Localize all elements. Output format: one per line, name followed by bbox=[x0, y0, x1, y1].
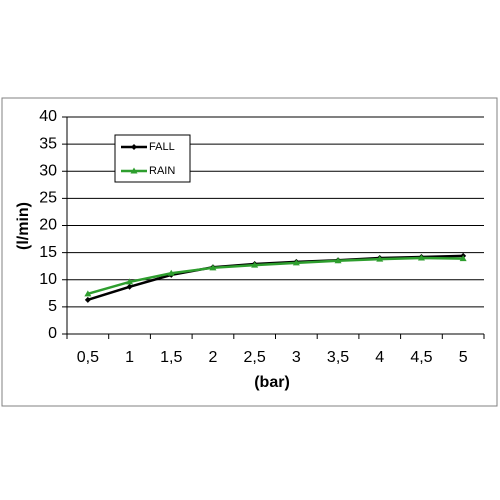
y-axis-label: (l/min) bbox=[15, 202, 32, 250]
x-tick-label: 4,5 bbox=[410, 349, 432, 366]
y-tick-label: 10 bbox=[39, 271, 57, 288]
x-tick-label: 3,5 bbox=[327, 349, 349, 366]
data-point bbox=[84, 290, 92, 297]
data-point bbox=[131, 144, 137, 150]
y-tick-label: 40 bbox=[39, 108, 57, 125]
data-point bbox=[130, 167, 138, 174]
data-point bbox=[251, 261, 259, 268]
y-tick-label: 30 bbox=[39, 162, 57, 179]
legend-label: FALL bbox=[149, 141, 175, 153]
x-tick-label: 1 bbox=[125, 349, 134, 366]
x-tick-label: 0,5 bbox=[77, 349, 99, 366]
y-tick-label: 5 bbox=[48, 298, 57, 315]
x-tick-label: 1,5 bbox=[160, 349, 182, 366]
legend-box bbox=[114, 134, 191, 183]
data-point bbox=[167, 269, 175, 276]
data-point bbox=[417, 254, 425, 261]
chart-frame bbox=[1, 97, 498, 407]
y-tick-label: 15 bbox=[39, 244, 57, 261]
series-line bbox=[87, 256, 464, 296]
data-point bbox=[376, 255, 384, 262]
x-tick-label: 2 bbox=[208, 349, 217, 366]
data-point bbox=[209, 264, 217, 271]
data-point bbox=[84, 296, 91, 303]
y-tick-label: 25 bbox=[39, 190, 57, 207]
legend-label: RAIN bbox=[149, 165, 175, 177]
y-tick-label: 20 bbox=[39, 217, 57, 234]
x-tick-label: 5 bbox=[459, 349, 468, 366]
y-tick-label: 0 bbox=[48, 325, 57, 342]
data-point bbox=[126, 283, 133, 290]
x-tick-label: 4 bbox=[375, 349, 384, 366]
x-tick-label: 3 bbox=[292, 349, 301, 366]
y-tick-label: 35 bbox=[39, 135, 57, 152]
data-point bbox=[292, 259, 300, 266]
data-point bbox=[459, 255, 467, 262]
data-point bbox=[126, 278, 134, 285]
x-tick-label: 2,5 bbox=[244, 349, 266, 366]
data-point bbox=[334, 257, 342, 264]
x-axis-label: (bar) bbox=[254, 374, 290, 391]
